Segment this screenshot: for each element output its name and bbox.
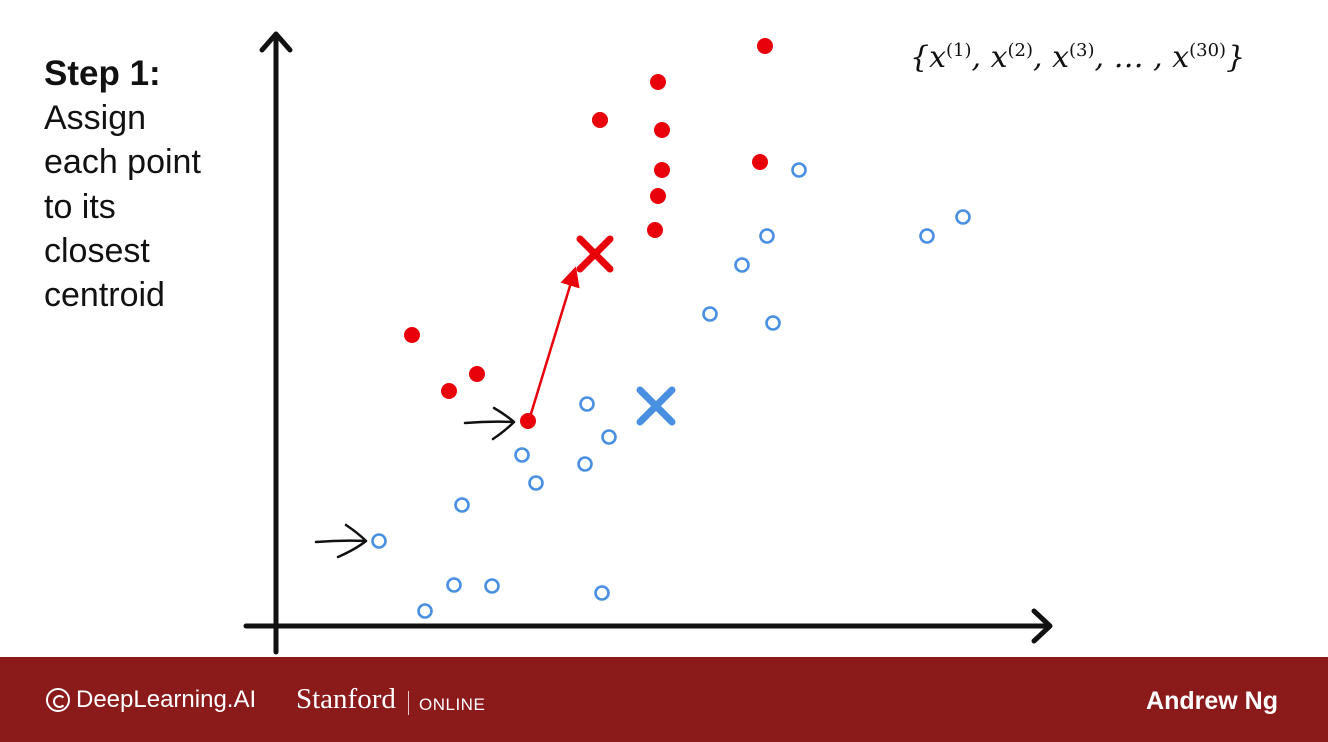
- deeplearning-icon: [46, 688, 70, 712]
- pointer-arrow: [314, 523, 368, 559]
- blue-data-point: [417, 603, 433, 619]
- red-data-point: [654, 162, 670, 178]
- blue-data-point: [577, 456, 593, 472]
- red-cluster-points: [404, 38, 773, 429]
- step-line: centroid: [44, 276, 165, 315]
- blue-cluster-points: [371, 162, 971, 619]
- blue-data-point: [765, 315, 781, 331]
- red-data-point: [650, 188, 666, 204]
- red-data-point: [757, 38, 773, 54]
- step-line: Assign: [44, 99, 147, 137]
- x-axis: [243, 608, 1053, 644]
- deeplearning-logo: DeepLearning.AI: [46, 686, 256, 714]
- step-title: Step 1:: [44, 54, 161, 93]
- pointer-arrow: [463, 406, 516, 441]
- blue-data-point: [528, 475, 544, 491]
- footer-bar: DeepLearning.AI Stanford ONLINE Andrew N…: [0, 657, 1328, 742]
- blue-data-point: [579, 396, 595, 412]
- blue-data-point: [454, 497, 470, 513]
- y-axis: [259, 31, 293, 655]
- red-data-point: [592, 112, 608, 128]
- training-set-notation: {x(1), x(2), x(3), … , x(30)}: [910, 40, 1246, 75]
- red-data-point: [752, 154, 768, 170]
- step-line: to its: [44, 187, 116, 226]
- author-name: Andrew Ng: [1146, 687, 1278, 715]
- red-centroid: [576, 235, 614, 273]
- red-data-point: [647, 222, 663, 238]
- blue-data-point: [702, 306, 718, 322]
- stanford-brand: Stanford: [296, 683, 396, 715]
- brand-divider: [408, 691, 409, 715]
- red-data-point: [441, 383, 457, 399]
- blue-data-point: [446, 577, 462, 593]
- red-data-point: [469, 366, 485, 382]
- slide: Step 1: Assign each point to its closest…: [44, 31, 1246, 655]
- red-data-point: [404, 327, 420, 343]
- blue-data-point: [919, 228, 935, 244]
- blue-data-point: [791, 162, 807, 178]
- red-data-point: [650, 74, 666, 90]
- blue-data-point: [594, 585, 610, 601]
- blue-data-point: [601, 429, 617, 445]
- blue-data-point: [514, 447, 530, 463]
- blue-data-point: [759, 228, 775, 244]
- blue-centroid: [636, 386, 676, 426]
- blue-data-point: [371, 533, 387, 549]
- blue-data-point: [734, 257, 750, 273]
- red-data-point: [520, 413, 536, 429]
- kmeans-plot: [243, 31, 1053, 655]
- assignment-arrow: [528, 266, 580, 418]
- stanford-online-label: ONLINE: [419, 695, 486, 714]
- red-data-point: [654, 122, 670, 138]
- step-description: Assign each point to its closest centroi…: [44, 96, 274, 317]
- step-line: closest: [44, 231, 150, 270]
- blue-data-point: [484, 578, 500, 594]
- step-line: each point: [44, 143, 201, 182]
- blue-data-point: [955, 209, 971, 225]
- deeplearning-brand: DeepLearning.AI: [76, 686, 257, 713]
